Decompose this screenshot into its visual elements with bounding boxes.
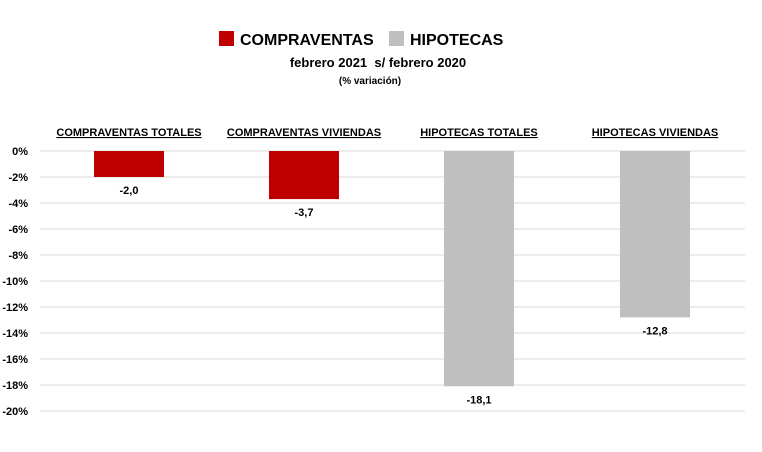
legend-swatch-hipotecas: [389, 31, 404, 46]
y-tick-label: -2%: [8, 172, 28, 184]
y-tick-label: -10%: [2, 276, 28, 288]
data-label: -3,7: [295, 207, 314, 219]
legend-swatch-compraventas: [219, 31, 234, 46]
category-label: HIPOTECAS TOTALES: [420, 127, 538, 139]
y-tick-label: -12%: [2, 302, 28, 314]
category-label: COMPRAVENTAS TOTALES: [56, 127, 201, 139]
y-tick-label: -16%: [2, 354, 28, 366]
y-tick-label: 0%: [12, 146, 28, 158]
y-axis-tick-labels: 0% -2% -4% -6% -8% -10% -12% -14% -16% -18% -20%: [2, 146, 28, 418]
data-label: -2,0: [120, 185, 139, 197]
y-tick-label: -8%: [8, 250, 28, 262]
category-label: COMPRAVENTAS VIVIENDAS: [227, 127, 381, 139]
y-tick-label: -14%: [2, 328, 28, 340]
data-label: -12,8: [642, 325, 667, 337]
legend-label-hipotecas: HIPOTECAS: [410, 32, 504, 49]
category-label: HIPOTECAS VIVIENDAS: [592, 127, 719, 139]
legend-label-compraventas: COMPRAVENTAS: [240, 32, 374, 49]
bar: [444, 151, 514, 387]
data-label: -18,1: [466, 394, 491, 406]
bar: [269, 151, 339, 200]
y-tick-label: -4%: [8, 198, 28, 210]
bar: [94, 151, 164, 177]
value-labels: -2,0 -3,7 -18,1 -12,8: [120, 185, 668, 406]
category-labels: COMPRAVENTAS TOTALES COMPRAVENTAS VIVIEND…: [56, 127, 718, 139]
y-tick-label: -6%: [8, 224, 28, 236]
y-tick-label: -20%: [2, 406, 28, 418]
bar: [620, 151, 690, 318]
chart-title: febrero 2021 s/ febrero 2020: [290, 55, 466, 70]
y-tick-label: -18%: [2, 380, 28, 392]
bars: [94, 151, 690, 387]
chart-subtitle: (% variación): [339, 76, 401, 87]
